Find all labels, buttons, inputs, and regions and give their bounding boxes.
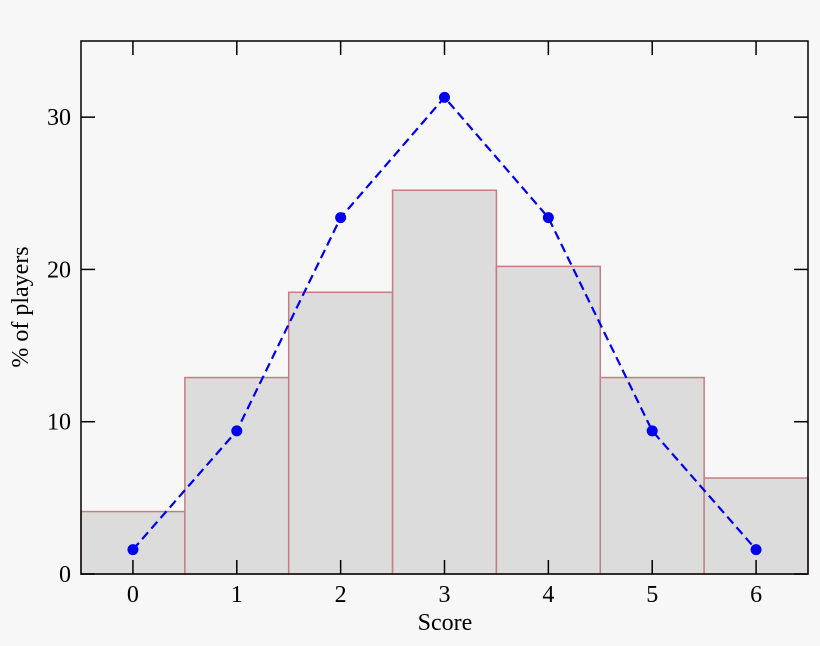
point (127, 544, 139, 556)
y-tick-label: 10 (47, 410, 71, 436)
x-tick-label: 5 (646, 582, 658, 608)
y-tick-label: 20 (47, 257, 71, 283)
x-tick-label: 2 (335, 582, 347, 608)
x-tick-label: 0 (127, 582, 139, 608)
x-tick-label: 3 (439, 582, 451, 608)
point (335, 212, 347, 224)
y-tick-label: 30 (47, 105, 71, 131)
point (231, 425, 243, 437)
point (750, 544, 762, 556)
point (646, 425, 658, 437)
x-tick-label: 6 (750, 582, 762, 608)
y-axis-label: % of players (8, 246, 34, 367)
bar (184, 376, 290, 575)
point (439, 91, 450, 103)
y-tick-label: 0 (59, 562, 71, 588)
bar (703, 477, 809, 575)
point (542, 212, 554, 224)
bar (287, 291, 394, 575)
bar (495, 265, 602, 575)
bar (599, 376, 705, 575)
x-tick-label: 1 (231, 582, 243, 608)
bar (391, 189, 498, 575)
x-tick-label: 4 (542, 582, 554, 608)
x-axis-label: Score (418, 610, 473, 636)
